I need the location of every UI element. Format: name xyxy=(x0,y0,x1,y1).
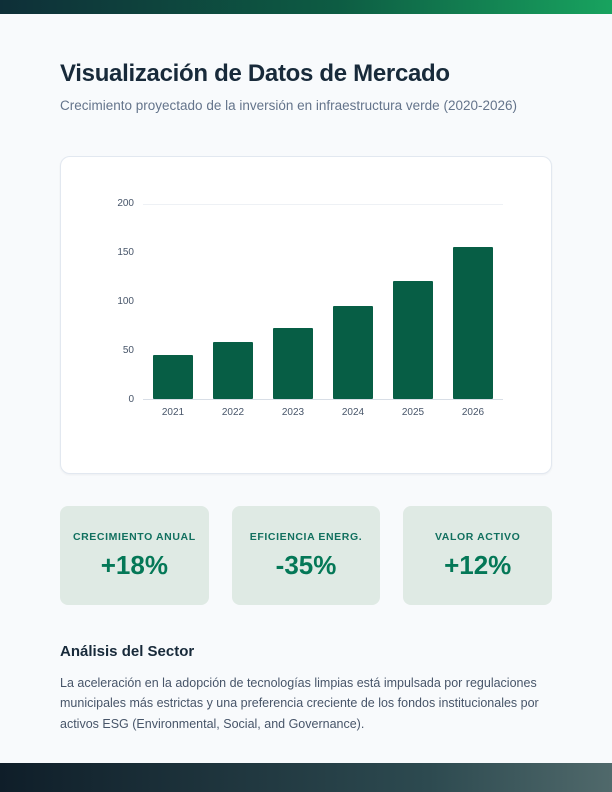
chart-plot-area: 2021 2022 2023 2024 2025 2026 xyxy=(143,204,503,418)
stat-value: +18% xyxy=(100,549,168,580)
stat-card-eficiencia-energ: EFICIENCIA ENERG. -35% xyxy=(231,506,381,605)
y-axis-tick-label: 150 xyxy=(117,247,134,258)
bar-2022 xyxy=(213,342,253,399)
stat-label: EFICIENCIA ENERG. xyxy=(249,531,363,544)
bar-column: 2026 xyxy=(443,205,503,418)
stat-label: CRECIMIENTO ANUAL xyxy=(72,531,196,544)
bar-column: 2023 xyxy=(263,205,323,418)
y-axis-tick-label: 50 xyxy=(122,345,134,356)
bar-2023 xyxy=(273,328,313,399)
bottom-accent-bar xyxy=(0,763,612,792)
y-axis-tick-label: 0 xyxy=(128,394,134,405)
chart-y-axis: 0 50 100 150 200 xyxy=(109,198,143,405)
bar-2024 xyxy=(333,305,373,399)
stat-cards-row: CRECIMIENTO ANUAL +18% EFICIENCIA ENERG.… xyxy=(60,506,553,605)
bar-chart: 0 50 100 150 200 2021 2022 2023 2024 2025 2026 xyxy=(109,198,503,426)
bar-column: 2025 xyxy=(383,205,443,418)
page-title: Visualización de Datos de Mercado xyxy=(60,60,450,87)
bar-2021 xyxy=(153,354,193,399)
bar-2026 xyxy=(453,247,493,399)
bar-2025 xyxy=(393,281,433,399)
top-accent-bar xyxy=(0,0,612,14)
stat-value: +12% xyxy=(444,549,512,580)
y-axis-tick-label: 100 xyxy=(117,296,134,307)
x-axis-label: 2022 xyxy=(221,407,245,418)
bar-column: 2021 xyxy=(143,205,203,418)
analysis-section-body: La aceleración en la adopción de tecnolo… xyxy=(60,676,539,731)
stat-card-crecimiento-anual: CRECIMIENTO ANUAL +18% xyxy=(60,506,209,605)
page-subtitle: Crecimiento proyectado de la inversión e… xyxy=(60,98,517,113)
stat-value: -35% xyxy=(275,549,337,580)
chart-card: 0 50 100 150 200 2021 2022 2023 2024 2025 2026 xyxy=(60,156,552,474)
bar-column: 2022 xyxy=(203,205,263,418)
analysis-section-heading: Análisis del Sector xyxy=(60,643,195,660)
page-content: Visualización de Datos de Mercado Crecim… xyxy=(0,60,612,734)
stat-card-valor-activo: VALOR ACTIVO +12% xyxy=(403,506,553,605)
x-axis-label: 2024 xyxy=(341,407,365,418)
x-axis-label: 2025 xyxy=(401,407,425,418)
y-axis-tick-label: 200 xyxy=(117,198,134,209)
bar-column: 2024 xyxy=(323,205,383,418)
stat-label: VALOR ACTIVO xyxy=(434,531,521,544)
x-axis-label: 2026 xyxy=(461,407,485,418)
chart-bars: 2021 2022 2023 2024 2025 2026 xyxy=(143,204,503,418)
x-axis-label: 2021 xyxy=(161,407,185,418)
x-axis-label: 2023 xyxy=(281,407,305,418)
